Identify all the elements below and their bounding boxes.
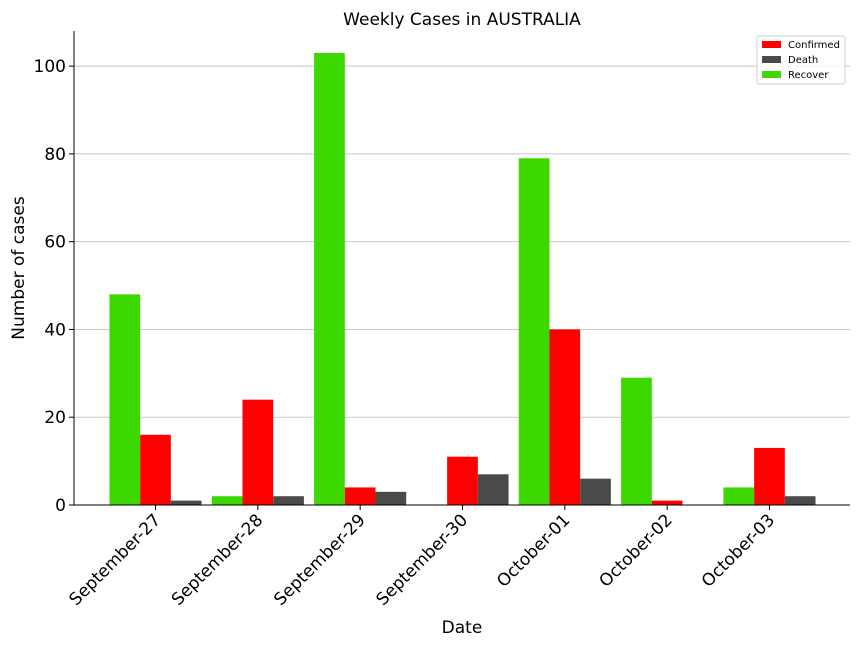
bar-death (784, 496, 816, 505)
legend-swatch-recover (762, 71, 781, 78)
x-tick-label: October-03 (698, 510, 779, 591)
y-ticks: 0 20 40 60 80 100 (34, 57, 74, 516)
axes (73, 31, 850, 506)
chart-title: Weekly Cases in AUSTRALIA (343, 10, 581, 30)
y-tick-label: 0 (55, 496, 66, 516)
bar-confirmed (242, 399, 274, 505)
bar-confirmed (447, 456, 478, 505)
bar-confirmed (754, 447, 785, 505)
x-axis-label: Date (442, 618, 483, 638)
bar-recover (314, 52, 345, 505)
legend-label-recover: Recover (788, 70, 829, 81)
bar-recover (621, 377, 652, 505)
x-tick-label: September-29 (270, 510, 369, 609)
legend: Confirmed Death Recover (756, 35, 846, 85)
bar-recover (211, 496, 243, 505)
legend-swatch-confirmed (762, 41, 781, 48)
legend-swatch-death (762, 56, 781, 63)
bar-confirmed (140, 434, 171, 505)
y-tick-label: 60 (44, 233, 66, 253)
gridlines (74, 65, 850, 418)
bar-death (580, 478, 611, 505)
x-tick-label: September-30 (373, 510, 472, 609)
bar-confirmed (344, 487, 376, 505)
bar-recover (109, 294, 141, 505)
bar-recover (723, 487, 755, 505)
bar-confirmed (651, 500, 683, 505)
y-tick-label: 20 (44, 408, 66, 428)
bar-death (170, 500, 202, 505)
y-axis-label: Number of cases (9, 196, 29, 340)
x-tick-label: October-02 (596, 510, 677, 591)
bar-death (477, 474, 509, 505)
bars (109, 52, 816, 505)
bar-recover (518, 158, 550, 505)
legend-label-death: Death (788, 55, 818, 66)
x-ticks: September-27 September-28 September-29 Sept… (66, 505, 779, 610)
y-tick-label: 80 (44, 145, 66, 165)
x-tick-label: September-27 (66, 510, 165, 609)
x-tick-label: October-01 (493, 510, 574, 591)
bar-death (273, 496, 304, 505)
bar-confirmed (549, 329, 581, 505)
y-tick-label: 40 (44, 320, 66, 340)
bar-death (375, 491, 407, 505)
x-tick-label: September-28 (168, 510, 267, 609)
legend-label-confirmed: Confirmed (788, 40, 840, 51)
y-tick-label: 100 (34, 57, 66, 77)
